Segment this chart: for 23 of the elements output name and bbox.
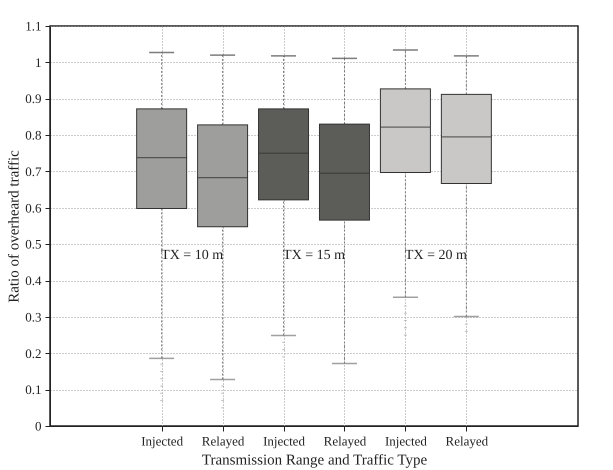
x-tick-label: Relayed — [324, 434, 367, 448]
y-axis-title: Ratio of overheard traffic — [6, 150, 22, 303]
annotation: TX = 10 m — [161, 248, 224, 263]
x-axis-title: Transmission Range and Traffic Type — [202, 452, 428, 468]
y-tick-label: 0.8 — [25, 128, 42, 143]
y-tick-label: 0.2 — [25, 346, 42, 361]
y-tick-label: 0.1 — [25, 382, 42, 398]
y-tick-label: 0.4 — [25, 273, 42, 288]
annotation: TX = 15 m — [283, 248, 346, 263]
x-tick-label: Relayed — [446, 434, 489, 448]
x-tick-label: Relayed — [202, 434, 245, 448]
x-tick-label: Injected — [141, 434, 184, 448]
x-tick-label: Injected — [384, 434, 428, 448]
y-tick-label: 0 — [35, 418, 42, 434]
y-tick-label: 0.7 — [25, 164, 42, 179]
y-tick-label: 0.6 — [25, 200, 42, 216]
y-tick-label: 1.1 — [25, 18, 42, 34]
y-tick-label: 1 — [35, 54, 42, 70]
annotation: TX = 20 m — [404, 248, 467, 263]
x-tick-label: Injected — [263, 434, 306, 448]
y-tick-label: 0.3 — [25, 309, 42, 324]
y-tick-label: 0.5 — [25, 236, 42, 252]
y-tick-label: 0.9 — [25, 91, 42, 106]
